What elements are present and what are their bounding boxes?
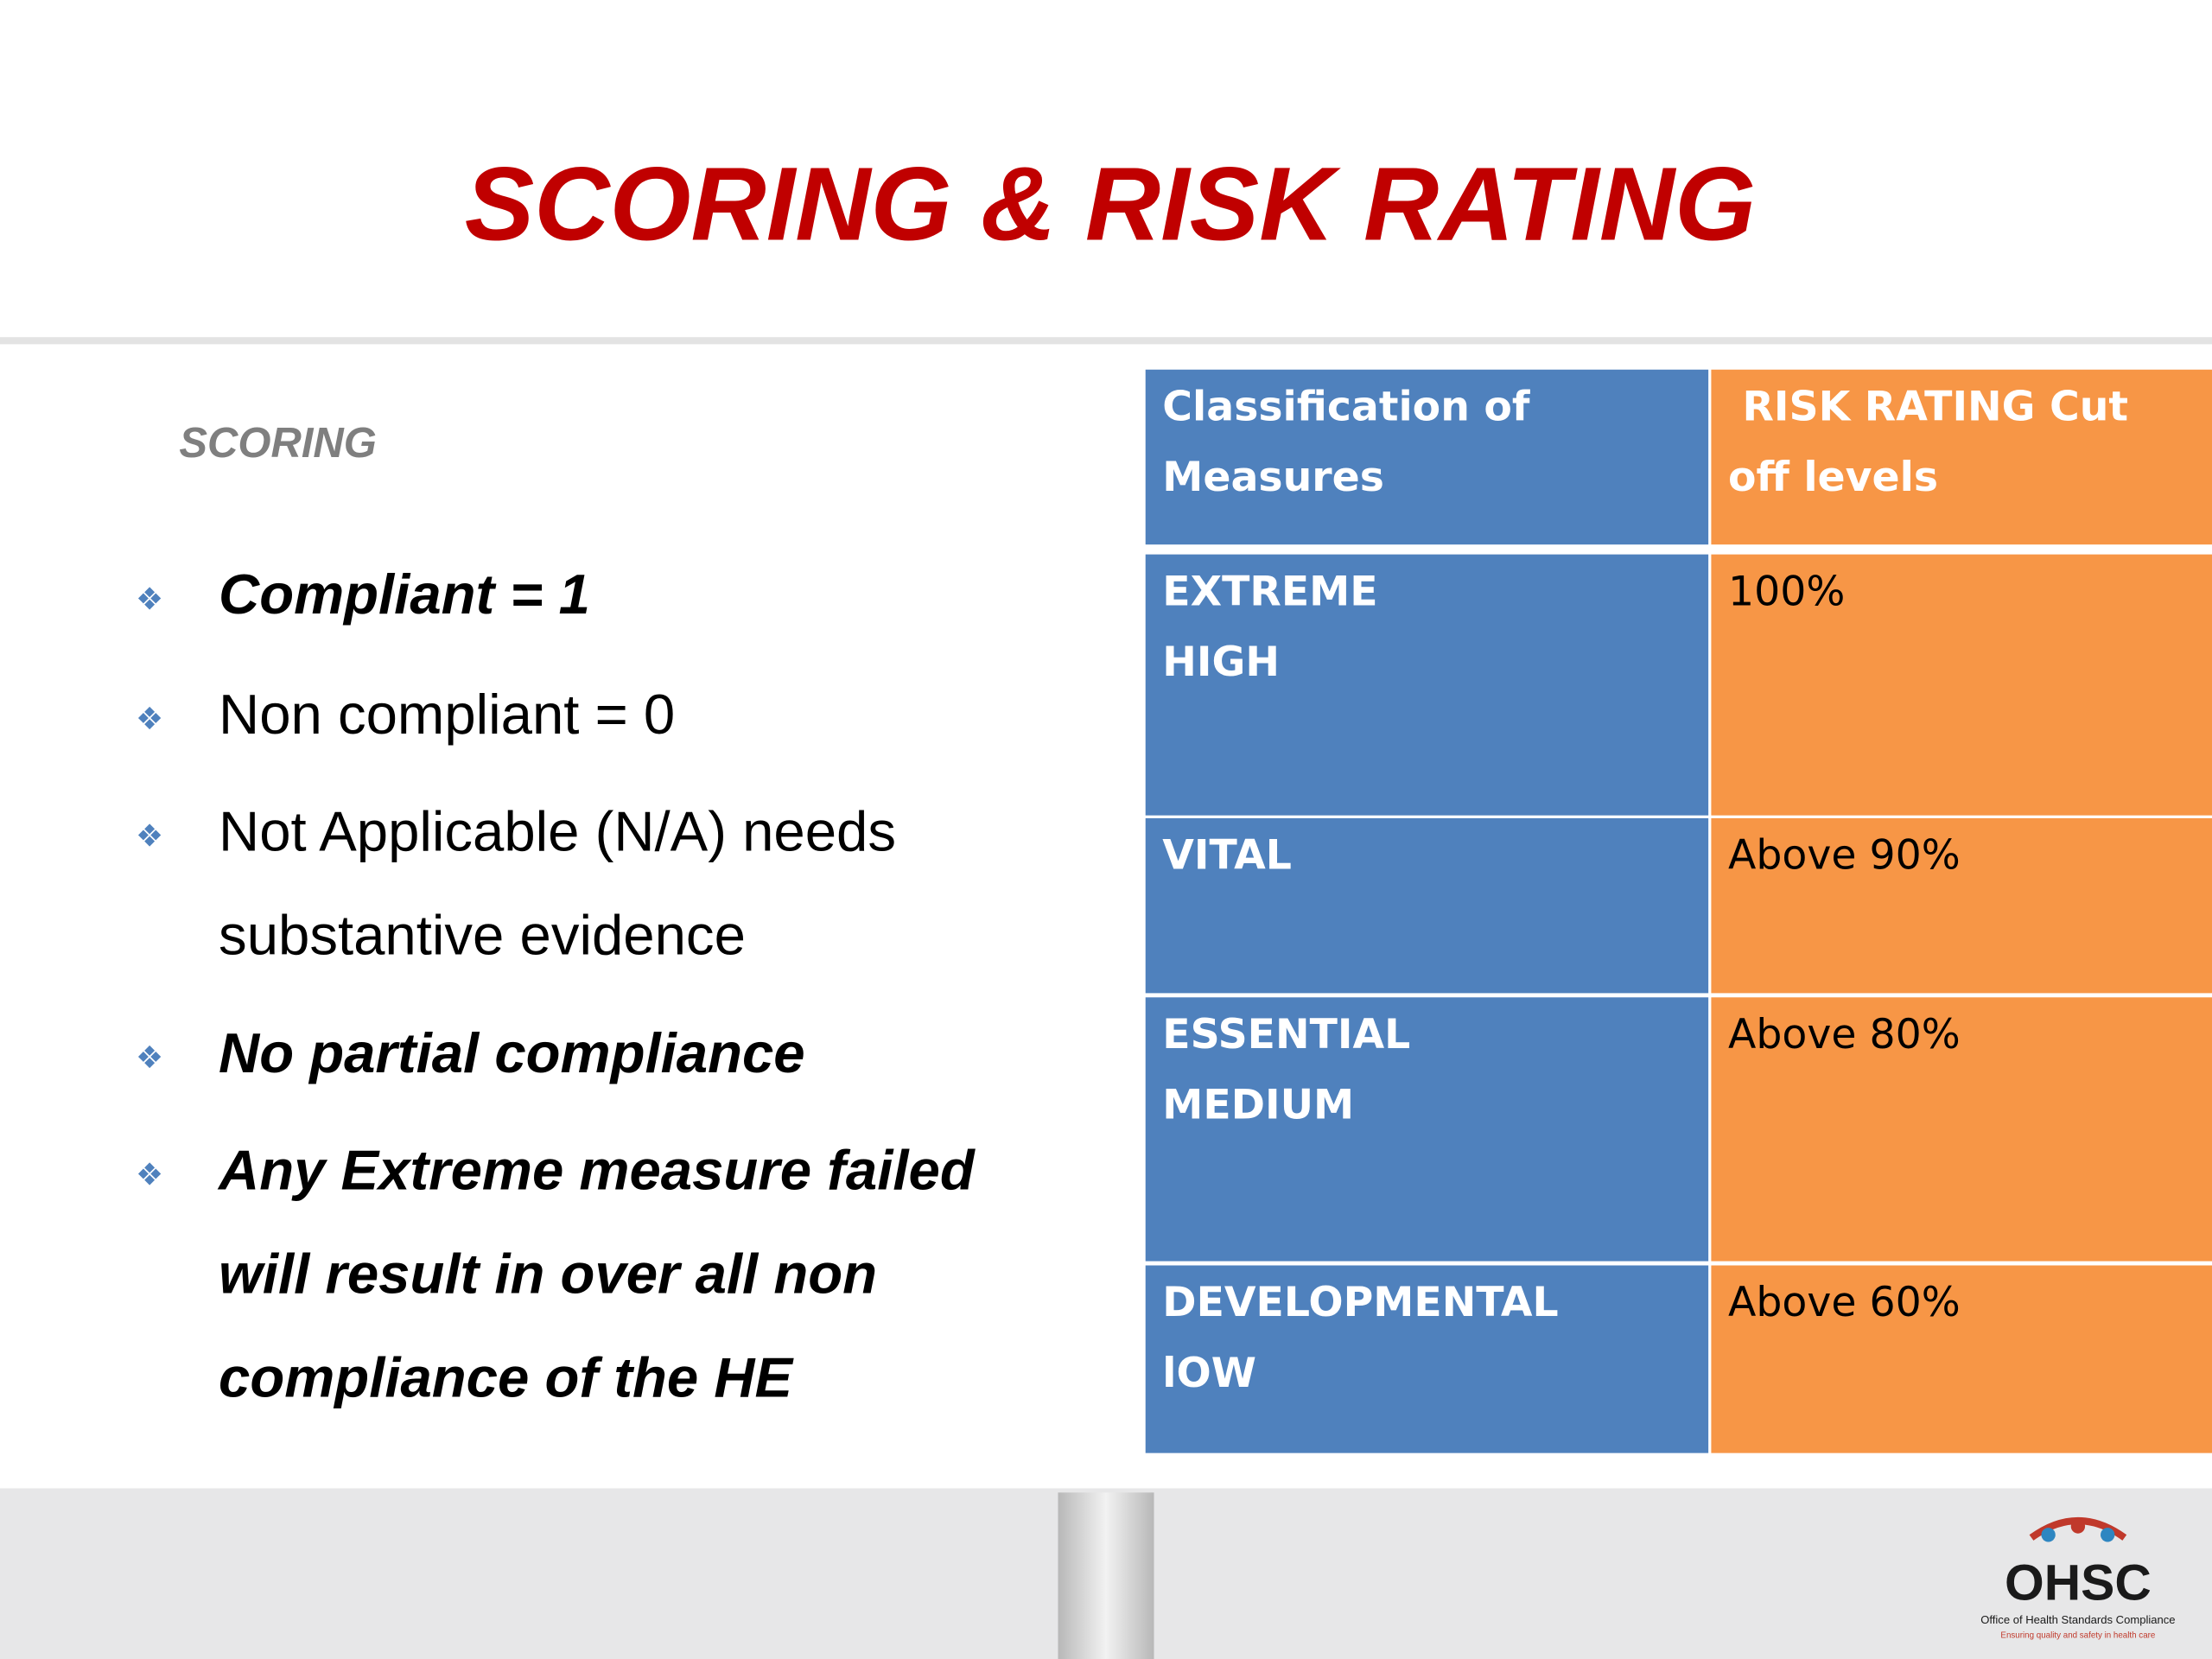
logo-name: OHSC (2005, 1554, 2152, 1611)
table-cell (1711, 554, 2212, 816)
table-header-text: off levels (1728, 454, 1938, 501)
bullet-text: Any Extreme measure failed (217, 1138, 976, 1201)
bullet-marker: ❖ (136, 1039, 163, 1075)
table-header-text: Measures (1162, 454, 1384, 501)
logo-icon (2029, 1516, 2127, 1542)
table-cell-text: lOW (1162, 1350, 1256, 1397)
table-header-text: RISK RATING Cut (1728, 384, 2128, 431)
table-cell (1145, 1265, 1709, 1453)
table-cell-text: EXTREME (1162, 568, 1377, 615)
bullet-marker: ❖ (136, 818, 163, 854)
bullet-text: will result in over all non (219, 1242, 877, 1305)
section-heading: SCORING (179, 420, 377, 467)
logo-full-name: Office of Health Standards Compliance (1980, 1613, 2175, 1626)
footer-accent (1058, 1492, 1154, 1659)
table-cell (1711, 369, 2212, 545)
bullet-text: No partial compliance (219, 1021, 805, 1084)
table-cell (1145, 817, 1709, 994)
table-cell-text: VITAL (1162, 832, 1292, 880)
table-cell (1711, 1265, 2212, 1453)
table-cell (1145, 554, 1709, 816)
bullet-marker: ❖ (136, 701, 163, 736)
table-cell-text: ESSENTIAL (1162, 1011, 1410, 1058)
bullet-text: substantive evidence (219, 903, 746, 966)
bullet-text: Non compliant = 0 (219, 683, 675, 746)
table-cell-text: Above 80% (1728, 1011, 1961, 1058)
table-cell-text: Above 90% (1728, 832, 1961, 880)
divider (0, 337, 2212, 345)
bullet-text: Not Applicable (N/A) needs (219, 799, 896, 862)
table-cell (1711, 817, 2212, 994)
slide-title: SCORING & RISK RATING (465, 146, 1756, 263)
table-cell-text: DEVELOPMENTAL (1162, 1279, 1558, 1326)
bullet-text: Compliant = 1 (219, 563, 590, 626)
table-cell-text: HIGH (1162, 639, 1280, 686)
table-cell-text: 100% (1728, 568, 1845, 615)
table-cell (1711, 997, 2212, 1262)
table-header-text: Classification of (1162, 384, 1530, 431)
bullet-marker: ❖ (136, 1156, 163, 1192)
bullet-marker: ❖ (136, 581, 163, 616)
table-cell (1145, 369, 1709, 545)
bullet-text: compliance of the HE (219, 1345, 794, 1408)
table-cell (1145, 997, 1709, 1262)
table-cell-text: Above 60% (1728, 1279, 1961, 1326)
table-cell-text: MEDIUM (1162, 1082, 1354, 1129)
logo-tagline: Ensuring quality and safety in health ca… (2000, 1631, 2155, 1641)
